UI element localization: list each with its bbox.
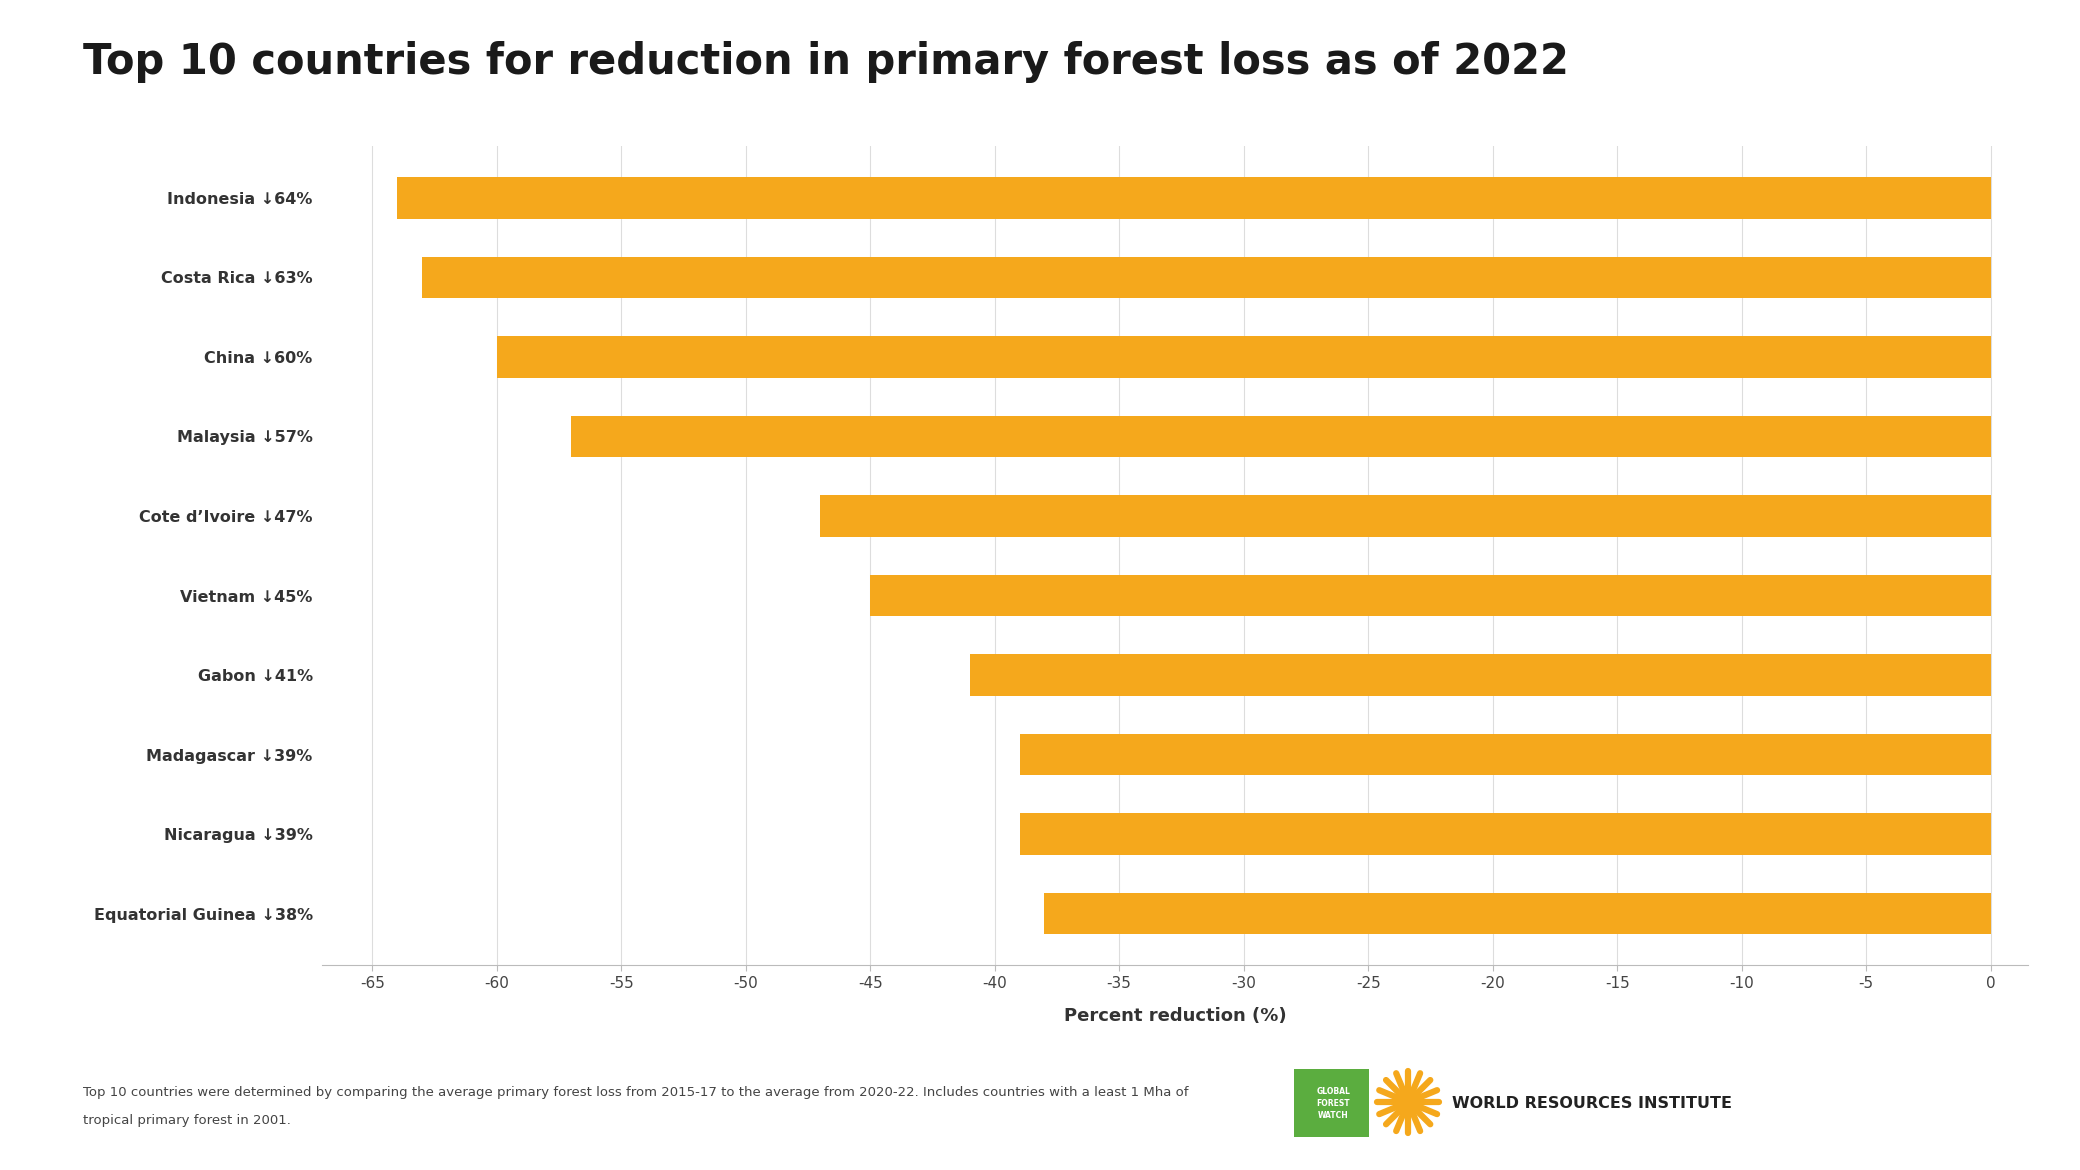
Bar	[397, 178, 1991, 219]
Bar	[422, 256, 1991, 298]
Bar	[572, 415, 1991, 457]
Bar	[497, 336, 1991, 378]
X-axis label: Percent reduction (%): Percent reduction (%)	[1063, 1007, 1288, 1025]
Bar	[869, 574, 1991, 617]
Text: tropical primary forest in 2001.: tropical primary forest in 2001.	[83, 1114, 291, 1127]
Text: Top 10 countries for reduction in primary forest loss as of 2022: Top 10 countries for reduction in primar…	[83, 41, 1568, 83]
Bar	[820, 495, 1991, 537]
Bar	[1019, 813, 1991, 855]
Text: Top 10 countries were determined by comparing the average primary forest loss fr: Top 10 countries were determined by comp…	[83, 1086, 1188, 1099]
Bar	[1044, 893, 1991, 934]
Text: GLOBAL
FOREST
WATCH: GLOBAL FOREST WATCH	[1317, 1087, 1350, 1120]
Bar	[1019, 734, 1991, 776]
Text: WORLD RESOURCES INSTITUTE: WORLD RESOURCES INSTITUTE	[1452, 1096, 1733, 1110]
Circle shape	[1396, 1089, 1421, 1115]
Bar	[969, 654, 1991, 696]
